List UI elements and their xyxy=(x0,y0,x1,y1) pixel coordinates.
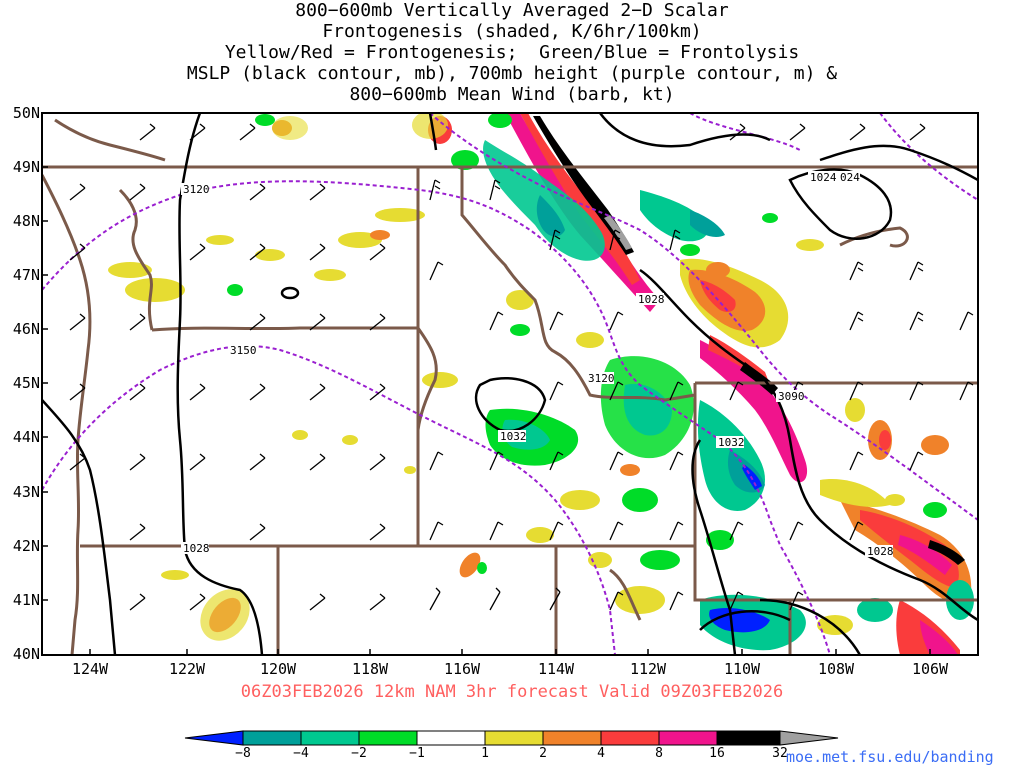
lat-label: 45N xyxy=(12,374,40,392)
lat-label: 49N xyxy=(12,158,40,176)
map-layers xyxy=(42,113,978,655)
colorbar-label: −1 xyxy=(409,746,425,761)
colorbar-swatch-7 xyxy=(600,730,660,746)
colorbar-swatch-10 xyxy=(779,730,839,746)
lon-label: 106W xyxy=(911,660,949,678)
lat-label: 44N xyxy=(12,428,40,446)
snake-river-border xyxy=(416,327,438,431)
lon-label: 112W xyxy=(629,660,667,678)
title-line-1: 800−600mb Vertically Averaged 2−D Scalar xyxy=(295,0,729,21)
puget-sound xyxy=(118,188,154,331)
colorbar-swatch-9 xyxy=(716,730,781,746)
colorbar-swatch-8 xyxy=(658,730,718,746)
lon-label: 110W xyxy=(723,660,761,678)
montana-lake xyxy=(839,226,909,248)
mslp-contours xyxy=(42,113,978,655)
map-frame xyxy=(41,112,979,656)
height-label: 3150 xyxy=(230,344,257,357)
oregon-washington-border xyxy=(151,326,418,332)
lat-label: 50N xyxy=(12,104,40,122)
lon-label: 108W xyxy=(817,660,855,678)
lon-label: 124W xyxy=(71,660,109,678)
height-label: 3120 xyxy=(588,372,615,385)
mslp-label: 1028 xyxy=(867,545,894,558)
height-label: 3120 xyxy=(183,183,210,196)
height-label: 3090 xyxy=(778,390,805,403)
idaho-montana-border xyxy=(460,167,696,402)
lon-label: 120W xyxy=(259,660,297,678)
great-salt-lake xyxy=(609,568,642,621)
colorbar-label: 4 xyxy=(597,746,605,761)
colorbar-swatch-0 xyxy=(184,730,244,746)
title-line-3: Yellow/Red = Frontogenesis; Green/Blue =… xyxy=(224,42,800,63)
colorbar-label: −8 xyxy=(235,746,251,761)
colorbar-label: 32 xyxy=(772,746,788,761)
lat-label: 42N xyxy=(12,537,40,555)
lon-label: 114W xyxy=(537,660,575,678)
colorbar-swatch-4 xyxy=(416,730,486,746)
axis-ticks xyxy=(42,112,931,655)
vancouver-island xyxy=(54,118,166,162)
mslp-label: 1032 xyxy=(718,436,745,449)
colorbar-label: −4 xyxy=(293,746,309,761)
colorbar-swatch-5 xyxy=(484,730,544,746)
colorbar-label: −2 xyxy=(351,746,367,761)
lat-label: 43N xyxy=(12,483,40,501)
mslp-label: 1024 xyxy=(810,171,837,184)
colorbar-swatch-1 xyxy=(242,730,302,746)
lat-label: 41N xyxy=(12,591,40,609)
colorbar-swatch-6 xyxy=(542,730,602,746)
mslp-label: 1028 xyxy=(183,542,210,555)
mslp-label: 024 xyxy=(840,171,860,184)
title-line-2: Frontogenesis (shaded, K/6hr/100km) xyxy=(322,21,702,42)
mslp-label: 1028 xyxy=(638,293,665,306)
lat-label: 46N xyxy=(12,320,40,338)
colorbar xyxy=(184,730,839,746)
frontogenesis-shading xyxy=(108,113,974,655)
forecast-valid-time: 06Z03FEB2026 12km NAM 3hr forecast Valid… xyxy=(240,682,784,702)
political-borders xyxy=(42,118,978,655)
contour-labels: 1024 024 1028 1032 1032 1028 1028 3120 3… xyxy=(181,171,894,558)
lat-label: 40N xyxy=(12,645,40,663)
lon-label: 118W xyxy=(351,660,389,678)
colorbar-label: 2 xyxy=(539,746,547,761)
title-line-4: MSLP (black contour, mb), 700mb height (… xyxy=(186,63,838,84)
lat-label: 48N xyxy=(12,212,40,230)
lat-label: 47N xyxy=(12,266,40,284)
colorbar-label: 8 xyxy=(655,746,663,761)
wind-barbs xyxy=(69,123,974,611)
colorbar-label: 16 xyxy=(709,746,725,761)
mslp-label: 1032 xyxy=(500,430,527,443)
height-contours xyxy=(42,113,978,655)
colorbar-label: 1 xyxy=(481,746,489,761)
colorbar-swatch-3 xyxy=(358,730,418,746)
colorbar-swatch-2 xyxy=(300,730,360,746)
lon-label: 122W xyxy=(168,660,206,678)
source-credit-link[interactable]: moe.met.fsu.edu/banding xyxy=(786,748,994,766)
title-line-5: 800−600mb Mean Wind (barb, kt) xyxy=(349,84,675,105)
lon-label: 116W xyxy=(443,660,481,678)
